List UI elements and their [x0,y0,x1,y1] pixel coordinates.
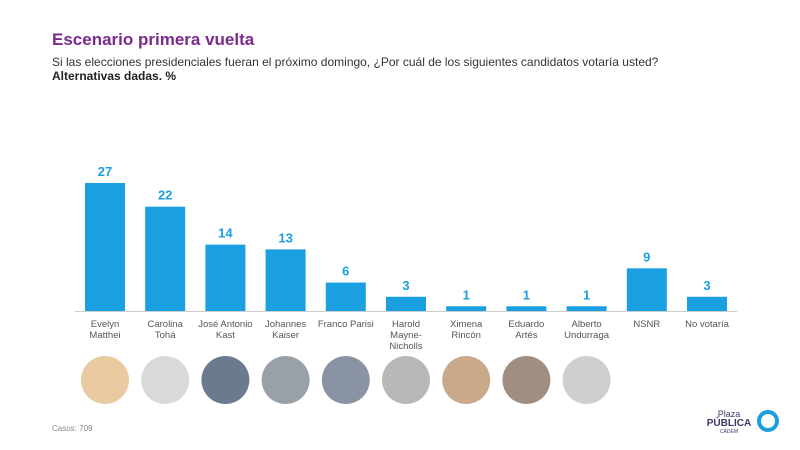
value-label: 14 [218,226,233,241]
bar [265,249,306,311]
logo-text: PÚBLICA [706,418,752,429]
candidate-photo [321,356,370,404]
value-label: 1 [583,287,590,302]
candidate-photo [201,356,250,404]
subtitle: Alternativas dadas. % [52,69,177,83]
value-label: 1 [523,287,530,302]
value-label: 13 [278,230,292,245]
x-tick-label: José Antonio Kast [198,319,253,341]
x-tick-label: NSNR [633,319,661,330]
logo-text: CADEM [719,429,739,435]
bar [506,306,547,311]
bar [325,282,366,311]
x-tick-label: Franco Parisi [317,319,374,330]
candidate-photo [562,356,611,404]
x-tick-label: Johannes Kaiser [264,319,307,341]
x-tick-label: Carolina Tohá [147,319,183,341]
value-label: 9 [643,249,650,264]
candidate-photo [442,356,491,404]
x-tick-label: Eduardo Artés [508,319,545,341]
chart-title: Escenario primera vuelta [52,30,255,49]
candidate-photo [261,356,310,404]
candidate-photo [382,356,430,404]
logo: Plaza PÚBLICA CADEM [706,410,752,437]
value-label: 6 [342,264,349,279]
value-label: 3 [703,278,710,293]
x-tick-label: Harold Mayne-Nicholls [389,319,423,352]
bar [386,296,426,311]
bar [566,306,607,311]
candidate-photo [81,356,129,404]
x-tick-label: No votaría [685,319,729,330]
bar [687,296,727,311]
bar [626,268,667,311]
x-tick-label: Evelyn Matthei [89,319,121,341]
value-label: 27 [98,164,112,179]
bar [145,206,186,311]
logo-mark [757,410,779,432]
logo-text: Plaza [717,409,741,419]
candidate-photo [141,356,190,404]
bar [85,183,125,311]
x-tick-label: Alberto Undurraga [564,319,610,341]
value-label: 1 [463,287,470,302]
candidate-photo [502,356,551,404]
footnote: Casos: 709 [52,424,93,433]
bar [446,306,487,311]
x-tick-label: Ximena Rincón [450,319,483,341]
value-label: 3 [402,278,409,293]
bar [205,244,246,311]
subtitle: Si las elecciones presidenciales fueran … [52,55,659,69]
value-label: 22 [158,188,172,203]
